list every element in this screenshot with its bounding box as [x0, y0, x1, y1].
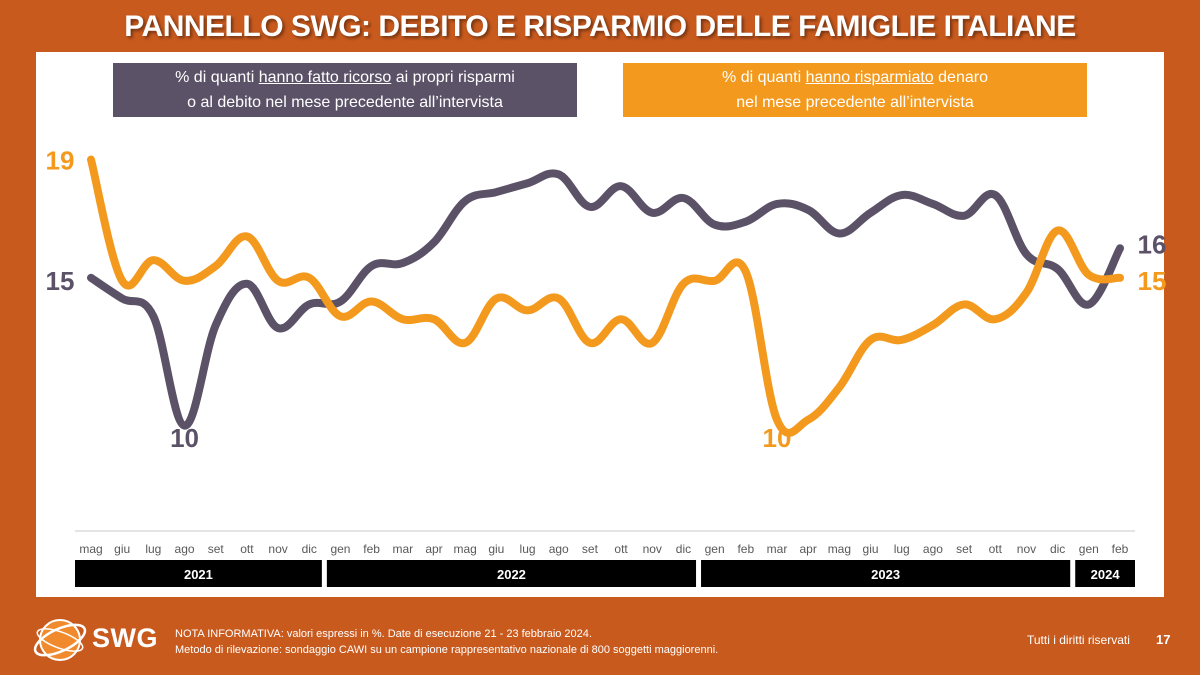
- x-tick-label-31: dic: [1050, 542, 1065, 556]
- x-tick-label-4: set: [208, 542, 225, 556]
- debt-end-label: 16: [1138, 229, 1167, 259]
- x-tick-label-2: lug: [145, 542, 161, 556]
- x-tick-label-24: mag: [828, 542, 851, 556]
- legend-save: % di quanti hanno risparmiato denaro nel…: [623, 63, 1087, 117]
- x-tick-label-27: ago: [923, 542, 943, 556]
- legend-save-pre: % di quanti: [722, 69, 806, 86]
- x-tick-label-28: set: [956, 542, 973, 556]
- debt-min-label: 10: [170, 423, 199, 453]
- x-tick-label-19: dic: [676, 542, 691, 556]
- legend-debt-underlined: hanno fatto ricorso: [258, 69, 392, 86]
- x-tick-label-9: feb: [363, 542, 380, 556]
- year-bar-2023: [701, 560, 1071, 587]
- series-line-save: [87, 155, 1124, 437]
- legend-save-line1: % di quanti hanno risparmiato denaro: [623, 65, 1087, 90]
- x-tick-label-25: giu: [863, 542, 879, 556]
- x-tick-label-15: ago: [549, 542, 569, 556]
- swg-logo-icon: [33, 619, 87, 661]
- x-tick-label-6: nov: [268, 542, 287, 556]
- year-label-2022: 2022: [497, 567, 526, 582]
- legend-debt-pre: % di quanti: [175, 69, 259, 86]
- year-label-2023: 2023: [871, 567, 900, 582]
- legend-save-line2: nel mese precedente all’intervista: [736, 94, 974, 111]
- x-tick-label-8: gen: [330, 542, 350, 556]
- footer-note: NOTA INFORMATIVA: valori espressi in %. …: [175, 626, 718, 658]
- x-tick-label-26: lug: [894, 542, 910, 556]
- legend-debt-post: ai propri risparmi: [391, 69, 515, 86]
- footer-note-line1: NOTA INFORMATIVA: valori espressi in %. …: [175, 628, 592, 640]
- x-tick-label-21: feb: [737, 542, 754, 556]
- legend-debt-line2: o al debito nel mese precedente all’inte…: [187, 94, 503, 111]
- x-tick-label-5: ott: [240, 542, 254, 556]
- x-tick-label-13: giu: [488, 542, 504, 556]
- x-tick-label-16: set: [582, 542, 599, 556]
- year-bar-2021: [75, 560, 322, 587]
- footer-note-line2: Metodo di rilevazione: sondaggio CAWI su…: [175, 644, 719, 656]
- x-tick-label-7: dic: [302, 542, 317, 556]
- x-tick-label-12: mag: [454, 542, 477, 556]
- legend-debt-line1: % di quanti hanno fatto ricorso ai propr…: [113, 65, 577, 90]
- x-tick-label-11: apr: [425, 542, 442, 556]
- debt-start-label: 15: [46, 266, 75, 296]
- x-tick-label-32: gen: [1079, 542, 1099, 556]
- page-number: 17: [1156, 632, 1171, 647]
- year-bar-2024: [1075, 560, 1135, 587]
- x-tick-label-18: nov: [643, 542, 662, 556]
- x-tick-label-17: ott: [614, 542, 628, 556]
- year-label-2021: 2021: [184, 567, 213, 582]
- x-tick-label-20: gen: [705, 542, 725, 556]
- year-label-2024: 2024: [1091, 567, 1121, 582]
- x-tick-label-1: giu: [114, 542, 130, 556]
- legend-save-underlined: hanno risparmiato: [805, 69, 934, 86]
- page-title: PANNELLO SWG: DEBITO E RISPARMIO DELLE F…: [124, 10, 1076, 43]
- x-tick-label-30: nov: [1017, 542, 1036, 556]
- save-min-label: 10: [763, 423, 792, 453]
- x-tick-label-29: ott: [989, 542, 1003, 556]
- year-bar-2022: [326, 560, 697, 587]
- x-tick-label-0: mag: [79, 542, 102, 556]
- x-tick-label-3: ago: [175, 542, 195, 556]
- swg-logo-text: SWG: [92, 623, 158, 653]
- x-tick-label-14: lug: [520, 542, 536, 556]
- x-tick-label-23: apr: [800, 542, 817, 556]
- save-start-label: 19: [46, 146, 75, 176]
- rights-text: Tutti i diritti riservati: [1027, 633, 1130, 647]
- legend-save-post: denaro: [933, 69, 988, 86]
- chart-panel: [36, 52, 1164, 597]
- x-tick-label-33: feb: [1112, 542, 1129, 556]
- series-line-debt: [87, 169, 1124, 430]
- legend-debt: % di quanti hanno fatto ricorso ai propr…: [113, 63, 577, 117]
- save-end-label: 15: [1138, 266, 1167, 296]
- x-tick-label-10: mar: [392, 542, 413, 556]
- x-tick-label-22: mar: [767, 542, 788, 556]
